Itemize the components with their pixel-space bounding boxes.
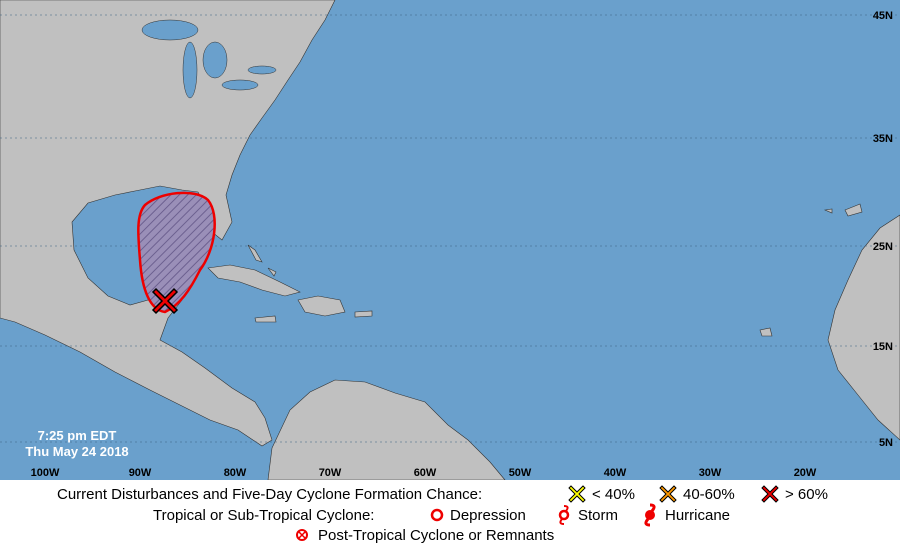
lake bbox=[247, 65, 277, 75]
medium-icon bbox=[659, 485, 677, 503]
legend-hurricane: Hurricane bbox=[665, 507, 730, 524]
lon-label: 100W bbox=[31, 467, 60, 479]
legend-title: Tropical or Sub-Tropical Cyclone: bbox=[153, 507, 374, 524]
lon-label: 60W bbox=[414, 467, 437, 479]
lon-label: 40W bbox=[604, 467, 627, 479]
outlook-area bbox=[137, 191, 216, 314]
legend-title: Current Disturbances and Five-Day Cyclon… bbox=[57, 486, 482, 503]
time: 7:25 pm EDT bbox=[38, 428, 117, 443]
disturbance-marker bbox=[151, 287, 179, 315]
storm-icon bbox=[558, 505, 570, 525]
legend-storm: Storm bbox=[578, 507, 618, 524]
lake bbox=[221, 79, 259, 91]
post-tropical-icon bbox=[296, 529, 308, 541]
lat-label: 25N bbox=[873, 241, 893, 253]
lat-label: 35N bbox=[873, 133, 893, 145]
lon-label: 20W bbox=[794, 467, 817, 479]
legend-panel bbox=[0, 480, 900, 549]
land bbox=[254, 315, 277, 323]
lat-label: 45N bbox=[873, 10, 893, 22]
high-icon bbox=[761, 485, 779, 503]
land bbox=[0, 0, 336, 447]
lat-label: 5N bbox=[879, 437, 893, 449]
lat-label: 15N bbox=[873, 341, 893, 353]
land bbox=[759, 203, 863, 337]
lon-label: 70W bbox=[319, 467, 342, 479]
lake bbox=[202, 41, 228, 79]
lake bbox=[182, 41, 198, 99]
depression-icon bbox=[430, 508, 444, 522]
land bbox=[354, 310, 373, 318]
land bbox=[827, 214, 900, 441]
land bbox=[247, 244, 277, 277]
low-icon bbox=[568, 485, 586, 503]
lon-label: 80W bbox=[224, 467, 247, 479]
land bbox=[297, 295, 346, 317]
legend-low: < 40% bbox=[592, 486, 635, 503]
lon-label: 30W bbox=[699, 467, 722, 479]
hurricane-icon bbox=[644, 503, 656, 527]
legend-post-tropical: Post-Tropical Cyclone or Remnants bbox=[318, 527, 554, 544]
legend-high: > 60% bbox=[785, 486, 828, 503]
legend-depression: Depression bbox=[450, 507, 526, 524]
lake bbox=[141, 19, 199, 41]
legend-medium: 40-60% bbox=[683, 486, 735, 503]
date: Thu May 24 2018 bbox=[25, 444, 128, 459]
lon-label: 90W bbox=[129, 467, 152, 479]
lon-label: 50W bbox=[509, 467, 532, 479]
land bbox=[207, 264, 301, 297]
